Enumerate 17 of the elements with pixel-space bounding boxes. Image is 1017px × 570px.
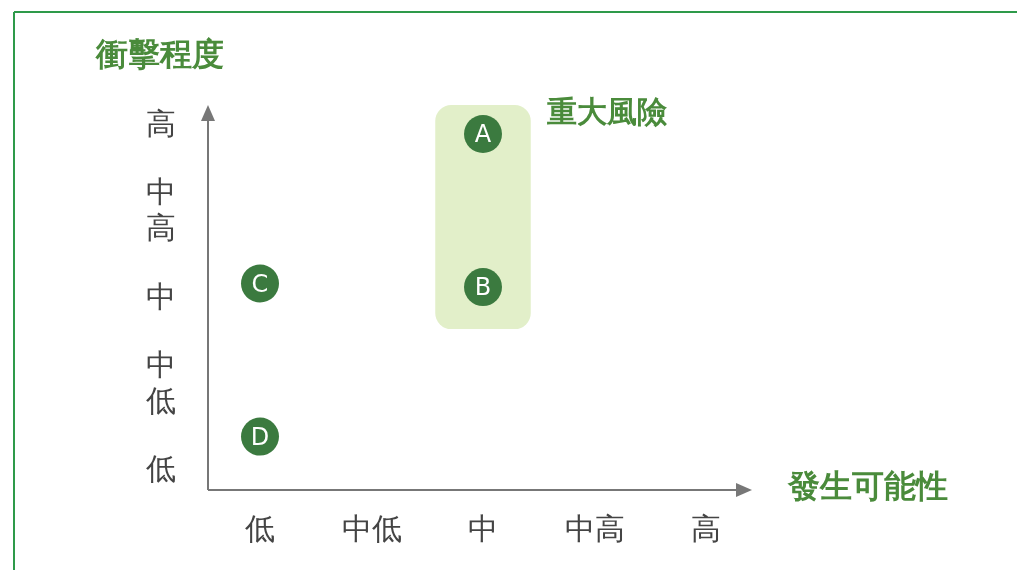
- band-label: 重大風險: [546, 93, 668, 129]
- x-tick-label: 高: [691, 510, 721, 546]
- x-tick-label: 中高: [564, 510, 625, 546]
- category-label: 中低: [146, 346, 176, 418]
- x-tick-label: 低: [245, 510, 275, 546]
- category-label: 低: [146, 450, 176, 486]
- annotation: B: [474, 273, 492, 302]
- annotation: C: [251, 269, 269, 298]
- category-label: 中高: [146, 173, 176, 245]
- x-tick-label: 中: [468, 510, 498, 546]
- x-tick-label: 中低: [341, 510, 402, 546]
- annotation: A: [474, 120, 492, 148]
- category-label: 中: [146, 278, 176, 313]
- category-label: 高: [146, 105, 176, 141]
- x-axis-title: 發生可能性: [787, 467, 948, 505]
- annotation: D: [250, 422, 270, 451]
- y-axis-title: 衝擊程度: [95, 35, 224, 73]
